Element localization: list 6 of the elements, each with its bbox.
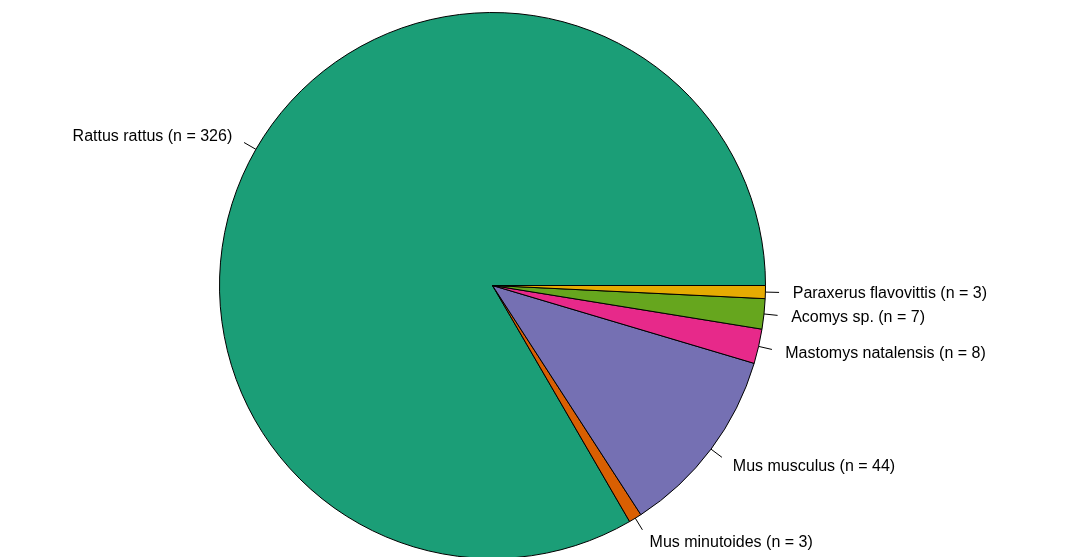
- slice-label: Paraxerus flavovittis (n = 3): [792, 284, 988, 302]
- slice-label: Mus musculus (n = 44): [732, 457, 896, 475]
- slice-label: Mus minutoides (n = 3): [649, 532, 813, 550]
- slice-label: Acomys sp. (n = 7): [791, 308, 925, 326]
- slice-label: Mastomys natalensis (n = 8): [785, 343, 986, 361]
- slice-label: Rattus rattus (n = 326): [72, 127, 233, 145]
